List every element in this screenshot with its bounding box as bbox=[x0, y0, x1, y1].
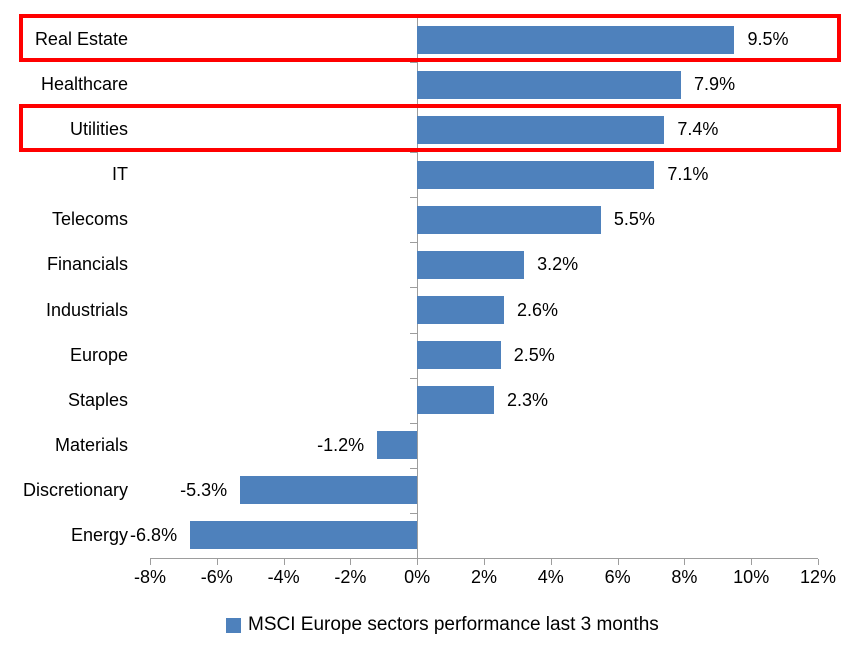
bar-telecoms bbox=[417, 205, 601, 234]
x-axis-line bbox=[150, 557, 818, 559]
y-axis-tick bbox=[410, 62, 418, 64]
x-axis-tick bbox=[751, 558, 753, 565]
category-label-discretionary: Discretionary bbox=[22, 479, 128, 500]
value-label-industrials: 2.6% bbox=[517, 299, 559, 320]
x-axis-tick bbox=[283, 558, 285, 565]
y-axis-tick bbox=[410, 512, 418, 514]
y-axis-tick bbox=[410, 152, 418, 154]
value-label-telecoms: 5.5% bbox=[613, 209, 655, 230]
category-label-industrials: Industrials bbox=[45, 299, 128, 320]
y-axis-tick bbox=[410, 422, 418, 424]
x-axis-tick bbox=[216, 558, 218, 565]
x-axis-tick bbox=[684, 558, 686, 565]
category-label-financials: Financials bbox=[46, 254, 128, 275]
highlight-box-real-estate bbox=[19, 13, 841, 62]
x-axis-tick bbox=[484, 558, 485, 565]
x-tick-label: 2% bbox=[470, 566, 497, 587]
x-axis-tick bbox=[150, 558, 151, 565]
value-label-real-estate: 9.5% bbox=[747, 29, 789, 50]
category-label-real-estate: Real Estate bbox=[34, 29, 128, 50]
x-axis-tick bbox=[617, 558, 619, 565]
value-label-healthcare: 7.9% bbox=[694, 74, 736, 95]
y-axis-tick bbox=[410, 557, 418, 559]
value-label-utilities: 7.4% bbox=[677, 119, 719, 140]
category-label-telecoms: Telecoms bbox=[51, 209, 128, 230]
value-label-discretionary: -5.3% bbox=[180, 479, 228, 500]
bar-healthcare bbox=[417, 70, 682, 99]
x-tick-label: 0% bbox=[404, 566, 431, 587]
x-tick-label: 4% bbox=[537, 566, 564, 587]
value-label-it: 7.1% bbox=[667, 164, 709, 185]
category-label-it: IT bbox=[112, 164, 128, 185]
category-label-energy: Energy bbox=[70, 524, 128, 545]
x-tick-label: -8% bbox=[133, 566, 166, 587]
value-label-financials: 3.2% bbox=[537, 254, 579, 275]
legend: MSCI Europe sectors performance last 3 m… bbox=[226, 612, 659, 638]
bar-materials bbox=[377, 431, 418, 460]
y-axis-tick bbox=[410, 287, 418, 289]
x-axis-tick bbox=[550, 558, 552, 565]
category-label-staples: Staples bbox=[67, 389, 128, 410]
bar-industrials bbox=[417, 296, 505, 325]
x-axis-tick bbox=[818, 558, 819, 565]
y-axis-tick bbox=[410, 467, 418, 469]
bar-real-estate bbox=[417, 25, 735, 54]
value-label-materials: -1.2% bbox=[317, 434, 365, 455]
x-tick-label: 12% bbox=[799, 566, 837, 587]
x-tick-label: -6% bbox=[200, 566, 233, 587]
x-tick-label: 6% bbox=[604, 566, 631, 587]
bar-energy bbox=[190, 521, 418, 550]
category-label-europe: Europe bbox=[69, 344, 128, 365]
bar-staples bbox=[417, 386, 494, 415]
bar-utilities bbox=[417, 115, 665, 144]
y-axis-tick bbox=[410, 377, 418, 379]
y-axis-line bbox=[417, 17, 419, 559]
x-tick-label: -2% bbox=[334, 566, 367, 587]
value-label-staples: 2.3% bbox=[507, 389, 549, 410]
value-label-energy: -6.8% bbox=[130, 524, 178, 545]
bar-it bbox=[417, 160, 655, 189]
bar-discretionary bbox=[240, 476, 418, 505]
bar-financials bbox=[417, 250, 525, 279]
value-label-europe: 2.5% bbox=[513, 344, 555, 365]
y-axis-tick bbox=[410, 242, 418, 244]
category-label-utilities: Utilities bbox=[69, 119, 128, 140]
x-axis-tick bbox=[417, 558, 419, 565]
highlight-box-utilities bbox=[19, 103, 841, 152]
x-tick-label: 10% bbox=[733, 566, 770, 587]
x-tick-label: 8% bbox=[671, 566, 698, 587]
x-tick-label: -4% bbox=[267, 566, 300, 587]
y-axis-tick bbox=[410, 197, 418, 199]
y-axis-tick bbox=[410, 332, 418, 334]
legend-label: MSCI Europe sectors performance last 3 m… bbox=[248, 614, 659, 635]
category-label-healthcare: Healthcare bbox=[40, 74, 128, 95]
category-label-materials: Materials bbox=[54, 434, 128, 455]
legend-marker bbox=[226, 617, 241, 633]
bar-europe bbox=[417, 341, 501, 370]
x-axis-tick bbox=[350, 558, 352, 565]
